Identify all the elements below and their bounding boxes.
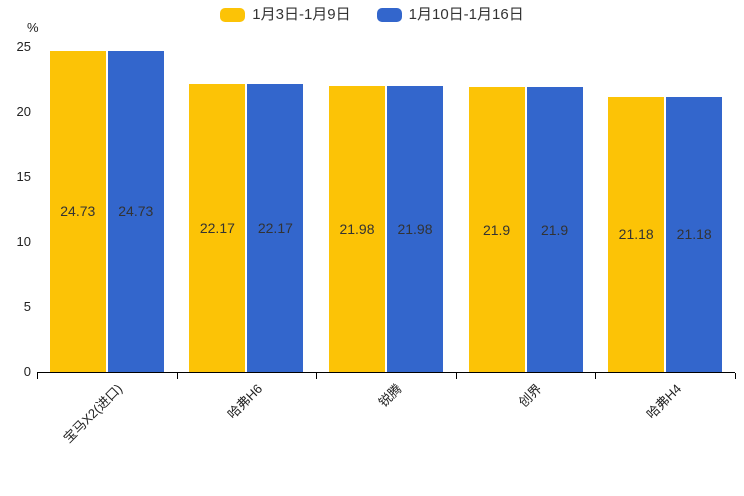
x-axis-tick-mark [176,373,178,379]
x-axis-tick-mark [37,373,38,379]
y-axis-tick-label: 0 [23,364,31,379]
bar-series2[interactable] [107,50,164,372]
bar-value-label: 24.73 [118,203,154,220]
bar-series1[interactable] [608,96,665,372]
bar-series2[interactable] [666,96,723,372]
bar-series2[interactable] [387,86,443,372]
y-axis-unit-label: % [27,20,39,35]
bar-series1[interactable] [329,86,385,372]
x-axis-category-label: 哈弗H4 [643,381,684,422]
legend-label-week2: 1月10日-1月16日 [408,6,524,23]
y-axis-tick-label: 10 [16,234,31,249]
x-axis-tick-mark [595,373,597,379]
bar-value-label: 21.9 [482,221,511,238]
legend-item-week1[interactable]: 1月3日-1月9日 [220,6,351,23]
bar-series2[interactable] [526,87,583,372]
bar-value-label: 21.98 [339,221,375,238]
bar-series2[interactable] [247,83,304,372]
x-axis-category-label: 哈弗H6 [224,381,266,422]
x-axis-tick-mark [316,373,318,379]
bar-value-label: 22.17 [257,219,293,236]
bar-value-label: 21.9 [540,221,569,238]
legend-swatch-week1-icon [220,8,246,22]
legend-item-week2[interactable]: 1月10日-1月16日 [376,6,524,23]
bar-value-label: 21.18 [618,226,654,243]
legend-swatch-week2-icon [376,8,402,22]
y-axis-tick-label: 20 [16,104,31,119]
x-axis-tick-mark [455,373,457,379]
bar-value-label: 21.98 [397,221,433,238]
x-axis-category-label: 宝马X2(进口) [60,381,126,446]
bar-value-label: 21.18 [676,226,712,243]
y-axis-tick-label: 25 [16,39,31,54]
legend-label-week1: 1月3日-1月9日 [252,6,351,23]
x-axis-category-label: 创界 [515,381,545,411]
bar-series1[interactable] [49,50,106,372]
bar-value-label: 24.73 [60,203,96,220]
y-axis-tick-label: 15 [16,169,31,184]
legend: 1月3日-1月9日 1月10日-1月16日 [0,7,744,23]
bar-value-label: 22.17 [199,219,235,236]
x-axis-tick-mark [735,373,736,379]
bar-series1[interactable] [189,83,246,372]
x-axis-category-label: 锐腾 [375,381,405,411]
x-axis-line [37,372,735,373]
bar-series1[interactable] [468,87,525,372]
y-axis-tick-label: 5 [23,299,31,314]
